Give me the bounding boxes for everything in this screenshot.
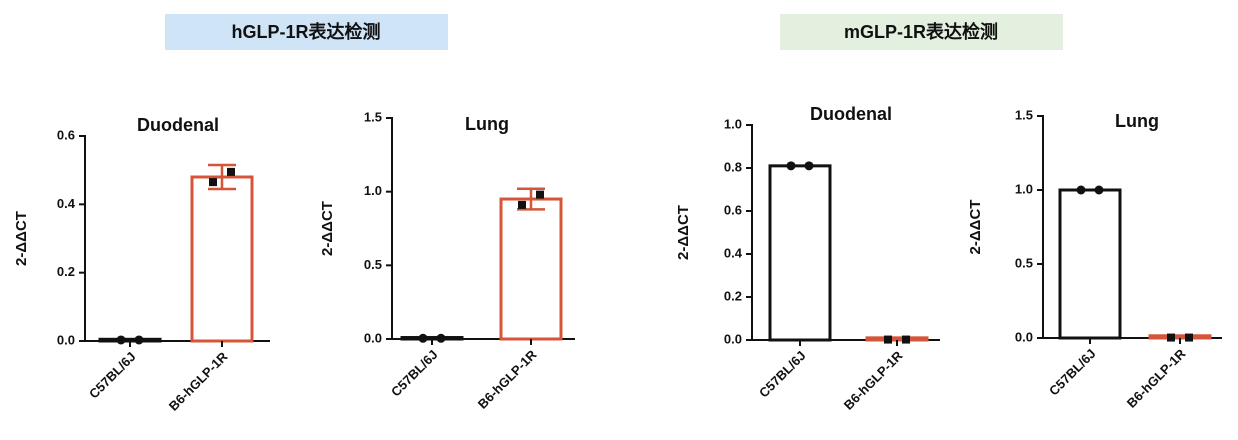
data-point [227, 167, 235, 176]
bar [1058, 188, 1122, 340]
y-tick-label: 0.4 [57, 196, 76, 211]
data-point [518, 200, 526, 209]
data-point [884, 335, 892, 344]
bar [98, 337, 162, 343]
x-tick-label: C57BL/6J [1046, 346, 1099, 399]
x-tick-label: C57BL/6J [756, 348, 809, 401]
y-tick-label: 1.0 [724, 116, 742, 131]
data-point [436, 333, 446, 343]
y-tick-label: 0.2 [724, 288, 742, 303]
data-point [902, 335, 910, 344]
data-point [116, 335, 126, 345]
error-bar [208, 163, 236, 191]
chart-title: Duodenal [810, 104, 892, 124]
y-tick-label: 0.2 [57, 264, 75, 279]
bar [768, 164, 832, 342]
data-point [1076, 185, 1086, 195]
data-point [804, 161, 814, 171]
data-point [536, 190, 544, 199]
y-tick-label: 1.0 [1015, 181, 1033, 196]
bar [865, 336, 929, 342]
header: hGLP-1R表达检测 [231, 21, 380, 42]
chart-title: Lung [465, 114, 509, 134]
x-tick-label: B6-hGLP-1R [841, 348, 906, 413]
y-tick-label: 0.8 [724, 159, 742, 174]
data-point [786, 161, 796, 171]
y-tick-label: 1.5 [364, 109, 382, 124]
y-axis-label: 2-ΔΔCT [675, 205, 692, 260]
y-tick-label: 0.4 [724, 245, 743, 260]
bar [400, 336, 464, 341]
chart-title: Lung [1115, 111, 1159, 131]
data-point [134, 335, 144, 345]
x-tick-label: B6-hGLP-1R [1124, 346, 1189, 411]
x-tick-label: C57BL/6J [86, 349, 139, 402]
y-tick-label: 0.0 [724, 331, 742, 346]
y-tick-label: 0.0 [1015, 329, 1033, 344]
y-tick-label: 0.5 [364, 257, 382, 272]
y-axis-label: 2-ΔΔCT [13, 211, 30, 266]
data-point [1167, 333, 1175, 342]
bar [190, 175, 254, 343]
x-tick-label: B6-hGLP-1R [475, 347, 540, 412]
y-tick-label: 0.0 [364, 330, 382, 345]
y-tick-label: 0.6 [724, 202, 742, 217]
x-tick-label: B6-hGLP-1R [166, 349, 231, 414]
data-point [418, 333, 428, 343]
y-tick-label: 0.5 [1015, 255, 1033, 270]
bar [499, 197, 563, 341]
header-banner [780, 14, 1063, 50]
y-tick-label: 0.6 [57, 127, 75, 142]
chart-title: Duodenal [137, 115, 219, 135]
error-bar [517, 187, 545, 211]
header-banner [165, 14, 448, 50]
y-axis-label: 2-ΔΔCT [967, 200, 984, 255]
x-tick-label: C57BL/6J [388, 347, 441, 400]
y-tick-label: 0.0 [57, 332, 75, 347]
bar [1148, 334, 1212, 340]
data-point [1094, 185, 1104, 195]
data-point [209, 178, 217, 187]
y-axis-label: 2-ΔΔCT [319, 201, 336, 256]
y-tick-label: 1.5 [1015, 107, 1033, 122]
y-tick-label: 1.0 [364, 183, 382, 198]
data-point [1185, 333, 1193, 342]
header: mGLP-1R表达检测 [844, 21, 998, 42]
